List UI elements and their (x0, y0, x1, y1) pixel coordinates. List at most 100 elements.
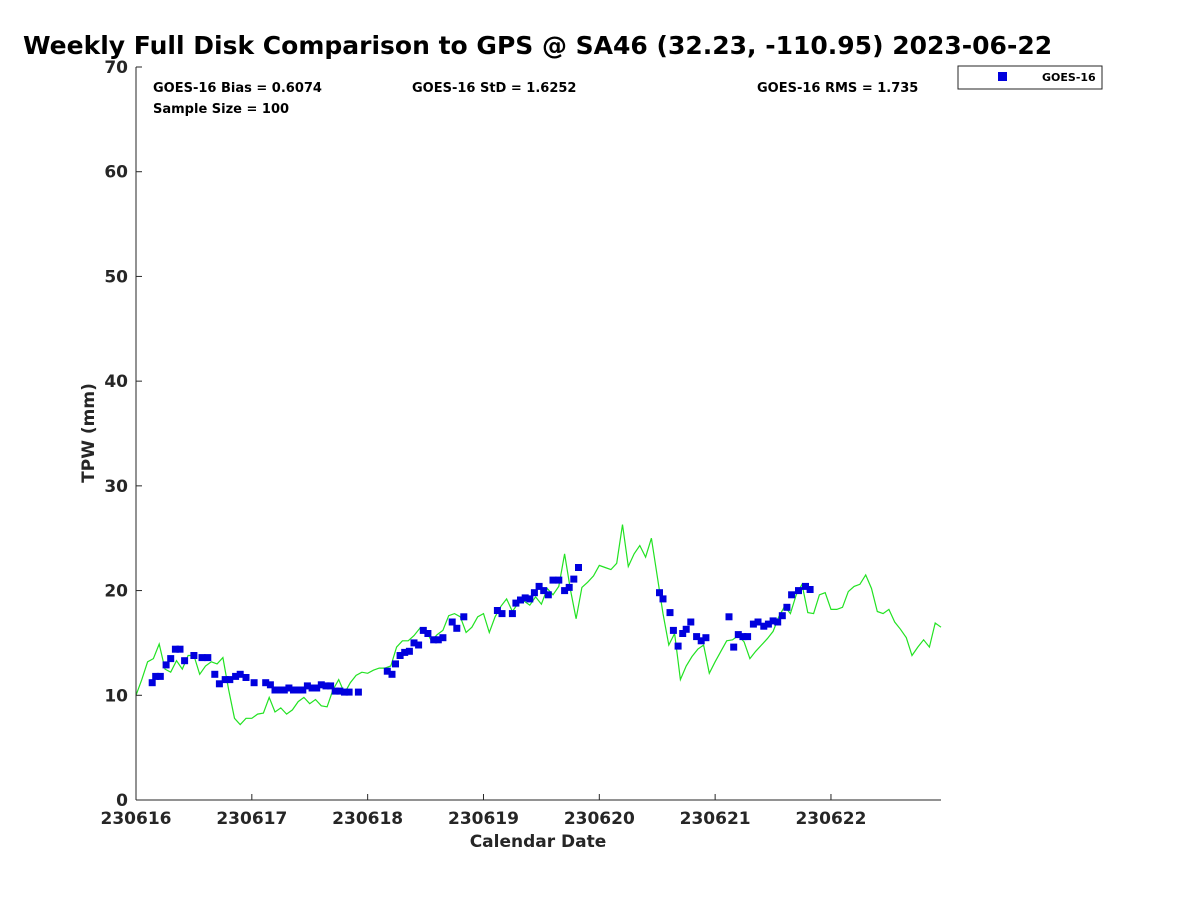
goes-16-point (345, 688, 353, 696)
goes-16-point (156, 672, 164, 680)
goes-16-point (280, 686, 288, 694)
goes-16-point (266, 681, 274, 689)
goes-16-point (570, 575, 578, 583)
plot-area (135, 67, 942, 800)
y-tick-label: 60 (104, 163, 128, 183)
goes-16-point (327, 682, 335, 690)
goes-16-point (190, 652, 198, 659)
x-ticks: 230616 230617 230618 230619 230620 230621 2306… (101, 794, 866, 829)
goes-16-point (754, 618, 762, 626)
goes-16-point (448, 618, 456, 626)
goes-16-point (419, 626, 427, 634)
goes-16-point (439, 634, 447, 642)
goes-16-point (290, 686, 297, 694)
goes-16-point (493, 607, 501, 614)
rms-stat: GOES-16 RMS = 1.735 (757, 81, 918, 96)
goes-16-point (405, 647, 413, 655)
bias-stat: GOES-16 Bias = 0.6074 (153, 81, 322, 96)
goes-16-point (424, 630, 432, 637)
gps-line (135, 524, 942, 726)
goes-16-point (460, 613, 468, 621)
goes-16-point (730, 643, 738, 651)
goes-16-point (521, 594, 529, 602)
goes-16-point (167, 655, 175, 663)
goes-16-point (215, 680, 223, 688)
goes-16-point (769, 617, 777, 625)
goes-16-point (697, 637, 705, 645)
y-axis: 0 10 20 30 40 50 60 70 (104, 58, 142, 811)
legend-label-goes-16: GOES-16 (1042, 71, 1096, 84)
sample-size-stat: Sample Size = 100 (153, 102, 289, 117)
goes-16-point (806, 586, 814, 593)
goes-16-point (211, 670, 219, 678)
x-axis: 230616 230617 230618 230619 230620 230621 2306… (101, 794, 941, 829)
goes-16-point (232, 672, 240, 680)
goes-16-point (415, 641, 423, 649)
goes-16-point (679, 630, 687, 637)
y-ticks: 0 10 20 30 40 50 60 70 (104, 58, 142, 811)
plot-frame (136, 67, 941, 800)
x-axis-label: Calendar Date (470, 832, 607, 852)
y-tick-label: 70 (104, 58, 128, 78)
goes-16-point (453, 624, 461, 632)
goes-16-point (682, 625, 690, 633)
goes-16-point (530, 589, 538, 597)
goes-16-point (561, 587, 569, 595)
goes-16-point (774, 618, 782, 626)
goes-16-point (760, 622, 768, 630)
goes-16-point (317, 681, 325, 689)
x-tick-label: 230622 (795, 809, 866, 829)
goes-16-point (336, 687, 344, 695)
goes-16-point (162, 661, 170, 669)
goes-16-point (669, 626, 677, 634)
goes-16-point (242, 674, 250, 681)
x-tick-label: 230617 (216, 809, 287, 829)
goes-16-point (674, 642, 682, 650)
goes-16-point (802, 582, 809, 590)
goes-16-point (331, 687, 339, 695)
goes-16-point (401, 648, 409, 656)
goes-16-point (271, 686, 279, 694)
goes-16-point (198, 654, 206, 662)
goes-16-point (388, 670, 396, 678)
goes-16-point (236, 670, 244, 678)
goes-16-point (565, 583, 573, 591)
goes-16-point (693, 633, 701, 641)
y-tick-label: 20 (104, 582, 128, 602)
gps-series (135, 524, 942, 726)
goes-16-point (702, 634, 710, 642)
goes-16-point (396, 652, 404, 659)
y-axis-label: TPW (mm) (79, 383, 99, 483)
goes-16-point (512, 599, 520, 607)
goes-16-point (299, 686, 307, 694)
legend-box (957, 65, 1103, 90)
goes-16-point (734, 631, 742, 639)
goes-16-point (250, 679, 258, 687)
goes-16-point (498, 610, 506, 618)
goes-16-point (549, 576, 557, 584)
x-tick-label: 230621 (680, 809, 751, 829)
goes-16-point (666, 609, 674, 617)
goes-16-point (341, 688, 348, 696)
goes-16-point (687, 618, 695, 626)
goes-16-point (659, 595, 667, 603)
goes-16-point (544, 591, 552, 599)
goes-16-point (308, 684, 316, 692)
goes-16-point (152, 672, 160, 680)
goes-16-point (354, 688, 362, 696)
goes-16-point (392, 660, 399, 668)
goes-16-point (739, 633, 747, 641)
goes-16-point (171, 645, 179, 653)
x-tick-label: 230620 (564, 809, 635, 829)
goes-16-point (148, 679, 156, 687)
y-tick-label: 30 (104, 477, 128, 497)
chart-title: Weekly Full Disk Comparison to GPS @ SA4… (23, 31, 1052, 60)
goes-16-point (778, 612, 786, 620)
goes-16-point (221, 676, 229, 684)
goes-16-point (749, 620, 757, 628)
goes-16-series (148, 564, 814, 696)
goes-16-point (294, 686, 302, 694)
goes-16-point (517, 596, 524, 604)
y-tick-label: 10 (104, 686, 128, 706)
